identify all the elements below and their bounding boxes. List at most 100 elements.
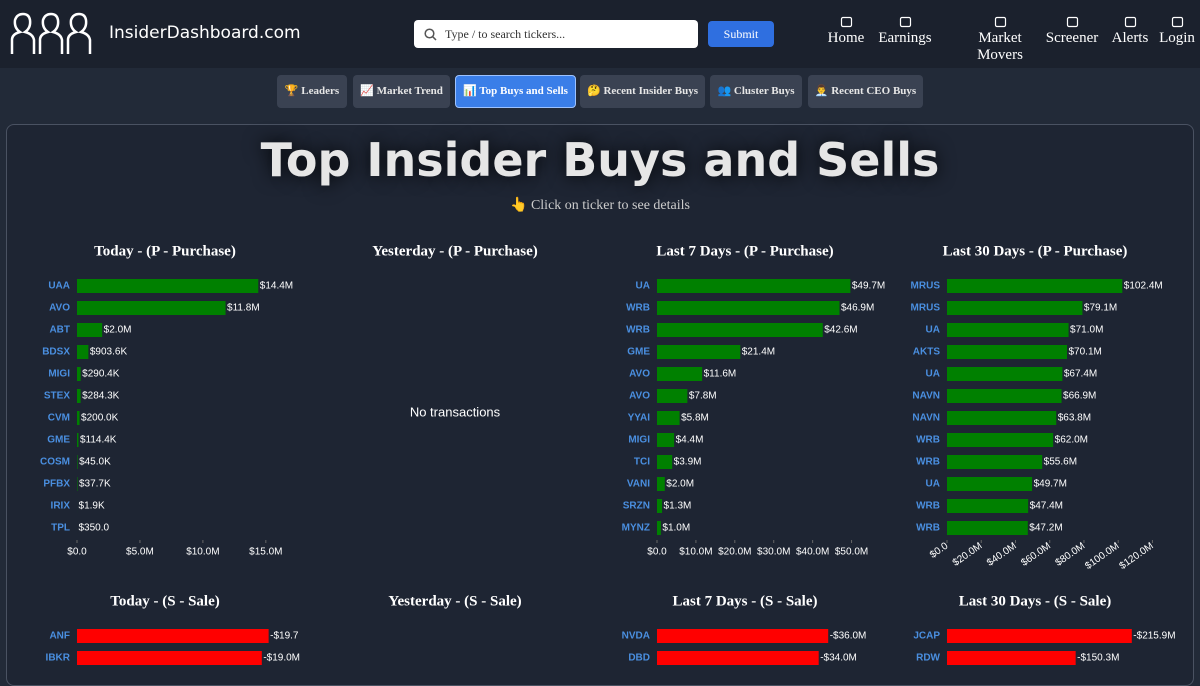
ticker-label[interactable]: MYNZ (622, 523, 650, 534)
ticker-label[interactable]: MRUS (911, 303, 941, 314)
bar (77, 345, 88, 359)
value-label: -$36.0M (830, 631, 867, 642)
value-label: -$215.9M (1133, 631, 1175, 642)
ticker-label[interactable]: YYAI (628, 413, 651, 424)
bar (657, 477, 665, 491)
bar (77, 389, 81, 403)
ticker-label[interactable]: WRB (626, 303, 650, 314)
ticker-label[interactable]: SRZN (623, 501, 650, 512)
ticker-label[interactable]: WRB (626, 325, 650, 336)
value-label: $350.0 (79, 523, 110, 534)
value-label: $79.1M (1084, 303, 1117, 314)
bar (947, 455, 1042, 469)
bar (947, 279, 1122, 293)
ticker-label[interactable]: TPL (51, 523, 70, 534)
ticker-label[interactable]: NAVN (912, 413, 940, 424)
bar (77, 651, 262, 665)
bar (77, 433, 78, 447)
x-tick-label: $40.0M (796, 547, 829, 558)
ticker-label[interactable]: IRIX (51, 501, 71, 512)
x-tick-label: $15.0M (249, 547, 282, 558)
x-tick-label: $60.0M (1019, 541, 1053, 569)
chart-title: Yesterday - (P - Purchase) (372, 243, 538, 259)
value-label: $66.9M (1063, 391, 1096, 402)
ticker-label[interactable]: AKTS (913, 347, 941, 358)
bar (947, 301, 1082, 315)
ticker-label[interactable]: ANF (49, 631, 70, 642)
ticker-label[interactable]: DBD (628, 653, 650, 664)
x-tick-label: $50.0M (835, 547, 868, 558)
bar (77, 323, 102, 337)
ticker-label[interactable]: RDW (916, 653, 940, 664)
chart-title: Yesterday - (S - Sale) (388, 593, 521, 609)
value-label: $1.3M (664, 501, 692, 512)
ticker-label[interactable]: UA (636, 281, 650, 292)
ticker-label[interactable]: STEX (44, 391, 70, 402)
bar (947, 651, 1076, 665)
value-label: -$34.0M (820, 653, 857, 664)
value-label: $903.6K (90, 347, 128, 358)
bar (657, 323, 823, 337)
bar (77, 411, 80, 425)
chart-title: Last 30 Days - (S - Sale) (959, 593, 1112, 609)
ticker-label[interactable]: VANI (627, 479, 650, 490)
chart-title: Last 30 Days - (P - Purchase) (943, 243, 1128, 259)
ticker-label[interactable]: TCI (634, 457, 650, 468)
bar (657, 499, 662, 513)
value-label: $11.6M (704, 369, 737, 380)
value-label: $1.9K (79, 501, 105, 512)
value-label: $284.3K (82, 391, 120, 402)
empty-text: No transactions (410, 404, 501, 419)
ticker-label[interactable]: WRB (916, 523, 940, 534)
value-label: $5.8M (681, 413, 709, 424)
ticker-label[interactable]: CVM (48, 413, 70, 424)
bar (657, 651, 819, 665)
bar (947, 521, 1028, 535)
value-label: $2.0M (666, 479, 694, 490)
value-label: $49.7M (852, 281, 885, 292)
value-label: $2.0M (104, 325, 132, 336)
value-label: $63.8M (1058, 413, 1091, 424)
ticker-label[interactable]: WRB (916, 501, 940, 512)
ticker-label[interactable]: UA (926, 325, 940, 336)
bar (947, 323, 1069, 337)
ticker-label[interactable]: UAA (48, 281, 70, 292)
ticker-label[interactable]: BDSX (42, 347, 70, 358)
x-tick-label: $10.0M (186, 547, 219, 558)
ticker-label[interactable]: UA (926, 479, 940, 490)
value-label: $21.4M (742, 347, 775, 358)
ticker-label[interactable]: IBKR (46, 653, 71, 664)
value-label: -$19.7 (270, 631, 299, 642)
ticker-label[interactable]: WRB (916, 457, 940, 468)
ticker-label[interactable]: COSM (40, 457, 70, 468)
ticker-label[interactable]: NVDA (622, 631, 650, 642)
value-label: $62.0M (1055, 435, 1088, 446)
value-label: $3.9M (674, 457, 702, 468)
ticker-label[interactable]: JCAP (913, 631, 940, 642)
ticker-label[interactable]: UA (926, 369, 940, 380)
bar (77, 367, 81, 381)
ticker-label[interactable]: AVO (629, 391, 650, 402)
chart-title: Last 7 Days - (S - Sale) (673, 593, 818, 609)
ticker-label[interactable]: PFBX (43, 479, 70, 490)
bar (657, 279, 850, 293)
ticker-label[interactable]: WRB (916, 435, 940, 446)
bar (77, 279, 258, 293)
x-tick-label: $10.0M (679, 547, 712, 558)
ticker-label[interactable]: MIGI (48, 369, 70, 380)
ticker-label[interactable]: AVO (629, 369, 650, 380)
bar (947, 629, 1132, 643)
ticker-label[interactable]: GME (47, 435, 70, 446)
ticker-label[interactable]: GME (627, 347, 650, 358)
ticker-label[interactable]: MRUS (911, 281, 941, 292)
value-label: $71.0M (1070, 325, 1103, 336)
ticker-label[interactable]: ABT (49, 325, 70, 336)
bar (657, 521, 661, 535)
bar (947, 477, 1032, 491)
ticker-label[interactable]: MIGI (628, 435, 650, 446)
bar (657, 411, 680, 425)
ticker-label[interactable]: NAVN (912, 391, 940, 402)
ticker-label[interactable]: AVO (49, 303, 70, 314)
